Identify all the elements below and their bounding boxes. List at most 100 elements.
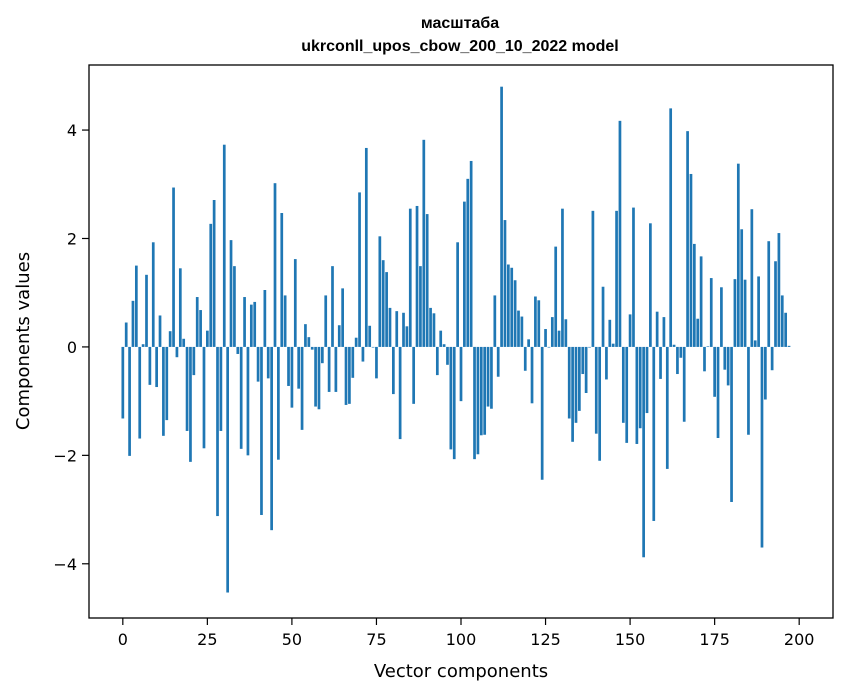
bar-24: [202, 346, 206, 449]
bar-170: [696, 318, 700, 347]
bar-184: [743, 279, 747, 347]
bar-10: [155, 346, 158, 388]
bar-45: [273, 183, 277, 347]
bar-67: [348, 346, 351, 404]
x-axis-ticks: 0 25 50 75 100 125 150 175 200: [118, 618, 815, 649]
bar-70: [358, 192, 361, 347]
x-tick-label: 150: [615, 630, 646, 649]
bar-179: [726, 346, 730, 386]
bar-91: [429, 307, 432, 347]
bar-151: [632, 207, 635, 347]
bar-183: [740, 229, 744, 347]
bar-118: [520, 316, 524, 347]
bar-40: [256, 346, 260, 382]
bar-144: [608, 319, 612, 347]
bar-137: [584, 346, 588, 393]
bar-44: [270, 346, 273, 531]
bar-136: [581, 346, 585, 375]
bar-81: [395, 311, 399, 347]
bar-149: [625, 346, 629, 443]
bar-175: [713, 346, 716, 397]
bar-53: [300, 346, 304, 430]
bar-157: [652, 346, 656, 521]
bar-78: [385, 272, 388, 347]
bar-142: [601, 286, 605, 347]
y-tick-label: 4: [67, 121, 77, 140]
bar-21: [192, 346, 196, 376]
bar-20: [189, 346, 192, 462]
bar-52: [297, 346, 301, 389]
bar-111: [496, 346, 500, 377]
bar-36: [243, 297, 246, 347]
bar-89: [422, 139, 426, 347]
bar-68: [351, 346, 355, 378]
bar-112: [500, 86, 503, 347]
bar-162: [669, 108, 673, 347]
bar-171: [699, 256, 703, 347]
bar-181: [733, 279, 737, 347]
bar-103: [469, 160, 473, 347]
bar-35: [239, 346, 243, 449]
bar-193: [774, 261, 777, 347]
bar-58: [317, 346, 321, 410]
bar-46: [277, 346, 280, 460]
bar-87: [415, 205, 419, 347]
bar-154: [642, 346, 645, 558]
bar-126: [547, 346, 551, 348]
chart-title: масштаба: [421, 15, 499, 32]
bar-173: [706, 346, 710, 347]
bar-113: [503, 220, 507, 347]
bar-169: [692, 243, 696, 347]
bar-34: [236, 346, 240, 354]
bar-189: [760, 346, 764, 548]
bar-48: [283, 295, 287, 347]
bar-1: [124, 322, 128, 347]
bar-163: [672, 344, 676, 347]
bar-143: [605, 346, 608, 380]
bar-123: [537, 300, 541, 347]
bar-140: [594, 346, 598, 434]
x-tick-label: 175: [699, 630, 730, 649]
bar-76: [378, 236, 382, 347]
bar-135: [578, 346, 581, 411]
bar-27: [212, 200, 216, 347]
bar-187: [753, 340, 757, 347]
bar-41: [260, 346, 263, 515]
bar-28: [216, 346, 219, 517]
bar-88: [419, 266, 422, 347]
bar-84: [405, 326, 409, 347]
bar-38: [249, 304, 253, 347]
plot-frame: [88, 64, 834, 619]
bar-107: [483, 346, 487, 435]
bar-115: [510, 267, 514, 347]
bar-3: [131, 300, 135, 347]
bar-55: [307, 337, 311, 347]
bar-120: [527, 339, 530, 347]
bar-153: [638, 346, 642, 429]
bar-32: [229, 240, 233, 347]
bar-95: [442, 344, 446, 347]
bar-109: [490, 346, 493, 409]
bar-65: [341, 288, 344, 347]
bar-131: [564, 319, 568, 347]
bar-7: [145, 274, 148, 347]
y-tick-label: −4: [53, 555, 77, 574]
bar-15: [172, 187, 175, 347]
bar-191: [767, 241, 771, 347]
bar-74: [371, 346, 375, 348]
bar-138: [588, 346, 591, 348]
bar-30: [222, 144, 226, 347]
bar-60: [324, 295, 328, 347]
bar-71: [361, 346, 365, 362]
x-tick-label: 200: [784, 630, 815, 649]
bar-61: [327, 346, 331, 392]
bar-196: [784, 312, 788, 347]
bar-117: [517, 310, 520, 347]
bar-66: [344, 346, 348, 405]
bar-16: [175, 346, 179, 358]
bar-114: [506, 264, 510, 347]
bar-6: [141, 344, 145, 347]
bar-49: [287, 346, 290, 386]
bar-73: [368, 325, 372, 347]
bar-31: [226, 346, 230, 593]
